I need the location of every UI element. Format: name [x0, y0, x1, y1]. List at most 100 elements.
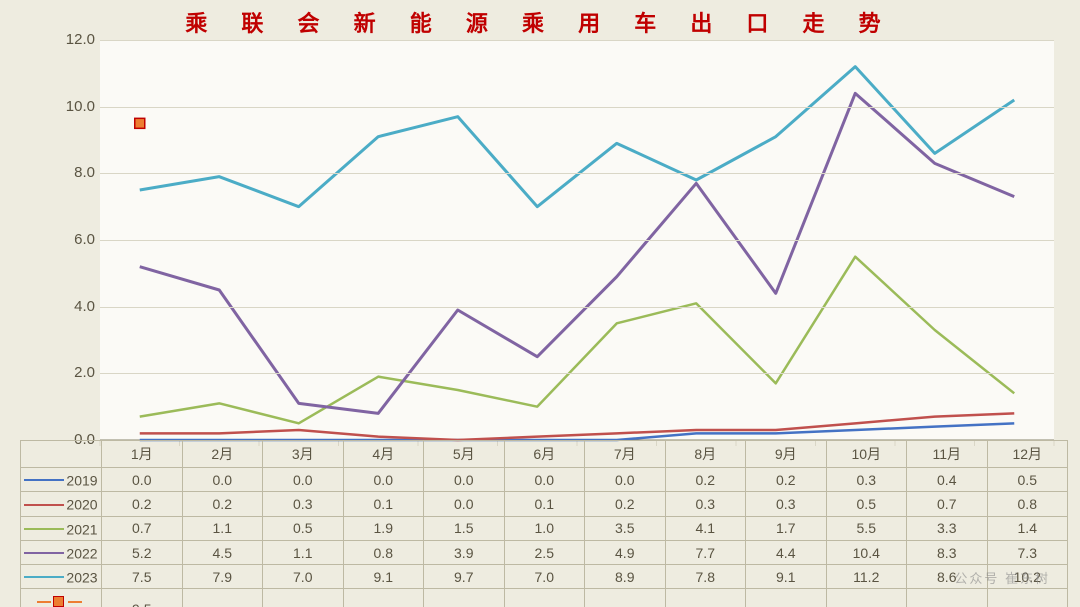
month-header: 12月 — [987, 441, 1068, 468]
data-cell: 0.2 — [746, 468, 827, 492]
y-gridline — [100, 40, 1054, 41]
data-cell: 1.1 — [182, 516, 263, 540]
table-header-row: 1月2月3月4月5月6月7月8月9月10月11月12月 — [21, 441, 1068, 468]
data-cell: 7.0 — [504, 565, 585, 589]
data-cell: 0.5 — [263, 516, 344, 540]
y-tick-label: 6.0 — [40, 231, 95, 248]
legend-label: 2019 — [66, 472, 97, 488]
data-cell — [343, 589, 424, 607]
legend-cell-2023: 2023 — [21, 565, 102, 589]
data-cell: 4.1 — [665, 516, 746, 540]
table-row: 2021 0.71.10.51.91.51.03.54.11.75.53.31.4 — [21, 516, 1068, 540]
y-tick-label: 10.0 — [40, 98, 95, 115]
month-header: 9月 — [746, 441, 827, 468]
legend-line-icon — [24, 479, 64, 481]
data-cell: 7.5 — [102, 565, 183, 589]
data-cell — [826, 589, 907, 607]
data-cell: 0.3 — [746, 492, 827, 516]
month-header: 8月 — [665, 441, 746, 468]
data-cell: 10.4 — [826, 540, 907, 564]
watermark: 公众号 崔东树 — [954, 568, 1050, 587]
data-cell: 8.3 — [907, 540, 988, 564]
data-cell: 7.3 — [987, 540, 1068, 564]
data-cell: 0.0 — [585, 468, 666, 492]
data-cell — [987, 589, 1068, 607]
data-cell: 4.5 — [182, 540, 263, 564]
chart-container: 乘 联 会 新 能 源 乘 用 车 出 口 走 势 0.0 2.0 4.0 6.0 8.… — [0, 0, 1080, 607]
legend-line-icon — [24, 552, 64, 554]
table-row: 20200.20.20.30.10.00.10.20.30.30.50.70.8 — [21, 492, 1068, 516]
y-gridline — [100, 373, 1054, 374]
y-tick-label: 4.0 — [40, 298, 95, 315]
y-gridline — [100, 240, 1054, 241]
data-cell: 0.3 — [826, 468, 907, 492]
data-cell — [263, 589, 344, 607]
legend-label: 2023 — [66, 569, 97, 585]
chart-title: 乘 联 会 新 能 源 乘 用 车 出 口 走 势 — [0, 6, 1080, 38]
data-cell: 1.0 — [504, 516, 585, 540]
data-cell: 2.5 — [504, 540, 585, 564]
data-cell: 1.7 — [746, 516, 827, 540]
data-cell: 0.3 — [263, 492, 344, 516]
y-gridline — [100, 173, 1054, 174]
data-cell: 0.7 — [907, 492, 988, 516]
data-cell: 3.3 — [907, 516, 988, 540]
month-header: 4月 — [343, 441, 424, 468]
data-cell: 0.4 — [907, 468, 988, 492]
legend-line-icon — [24, 504, 64, 506]
data-cell — [504, 589, 585, 607]
data-cell: 0.0 — [102, 468, 183, 492]
y-tick-label: 2.0 — [40, 364, 95, 381]
data-cell: 5.5 — [826, 516, 907, 540]
month-header: 11月 — [907, 441, 988, 468]
data-cell: 0.2 — [182, 492, 263, 516]
data-cell: 9.5 — [102, 589, 183, 607]
data-cell: 11.2 — [826, 565, 907, 589]
data-cell: 5.2 — [102, 540, 183, 564]
y-tick-label: 8.0 — [40, 164, 95, 181]
data-cell: 0.3 — [665, 492, 746, 516]
legend-cell-2024: 2024 — [21, 589, 102, 607]
data-cell: 7.7 — [665, 540, 746, 564]
data-cell: 1.5 — [424, 516, 505, 540]
data-cell: 0.0 — [182, 468, 263, 492]
table-row: 20237.57.97.09.19.77.08.97.89.111.28.610… — [21, 565, 1068, 589]
data-cell — [424, 589, 505, 607]
month-header: 6月 — [504, 441, 585, 468]
data-cell: 0.0 — [343, 468, 424, 492]
legend-line-icon — [24, 576, 64, 578]
data-cell: 0.0 — [424, 468, 505, 492]
legend-header-blank — [21, 441, 102, 468]
data-cell: 9.7 — [424, 565, 505, 589]
legend-label: 2020 — [66, 497, 97, 513]
data-cell: 9.1 — [746, 565, 827, 589]
legend-label: 2022 — [66, 545, 97, 561]
data-cell: 0.8 — [343, 540, 424, 564]
data-cell: 1.4 — [987, 516, 1068, 540]
month-header: 1月 — [102, 441, 183, 468]
data-cell: 4.4 — [746, 540, 827, 564]
data-cell: 3.5 — [585, 516, 666, 540]
data-cell: 1.9 — [343, 516, 424, 540]
data-cell: 0.2 — [102, 492, 183, 516]
legend-cell-2022: 2022 — [21, 540, 102, 564]
data-cell: 1.1 — [263, 540, 344, 564]
data-cell: 0.5 — [826, 492, 907, 516]
data-cell — [665, 589, 746, 607]
legend-label: 2021 — [66, 521, 97, 537]
y-gridline — [100, 307, 1054, 308]
legend-cell-2019: 2019 — [21, 468, 102, 492]
table-row: 20190.00.00.00.00.00.00.00.20.20.30.40.5 — [21, 468, 1068, 492]
data-cell: 7.9 — [182, 565, 263, 589]
data-cell: 0.2 — [585, 492, 666, 516]
data-cell: 0.5 — [987, 468, 1068, 492]
data-cell: 7.8 — [665, 565, 746, 589]
data-cell: 0.0 — [504, 468, 585, 492]
data-cell: 0.1 — [343, 492, 424, 516]
data-cell: 0.7 — [102, 516, 183, 540]
legend-line-icon — [24, 528, 64, 530]
data-cell — [182, 589, 263, 607]
month-header: 2月 — [182, 441, 263, 468]
data-cell: 3.9 — [424, 540, 505, 564]
table-row: 20249.5 — [21, 589, 1068, 607]
